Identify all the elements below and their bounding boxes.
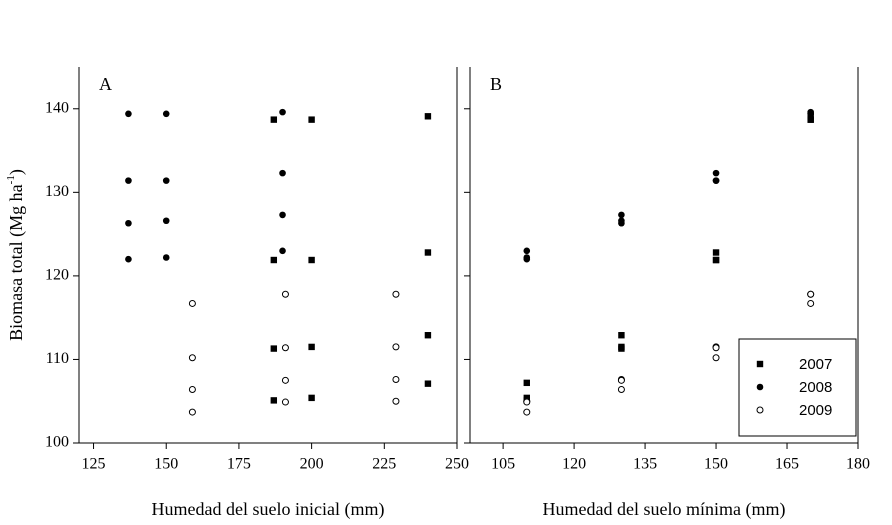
point: [188, 408, 196, 416]
point: [392, 290, 400, 298]
x-tick-label: 150: [154, 456, 178, 473]
point: [281, 376, 289, 384]
y-tick-label: 100: [45, 434, 69, 451]
point: [807, 290, 815, 298]
legend-marker: [756, 383, 764, 391]
point: [618, 332, 625, 339]
panel-label: B: [490, 74, 502, 94]
point: [188, 386, 196, 394]
y-tick-label: 140: [45, 99, 69, 116]
x-tick-label: 150: [704, 456, 728, 473]
point: [270, 345, 278, 352]
point: [308, 116, 315, 123]
legend-label: 2007: [799, 356, 832, 373]
panel: 125 150 175 200 225 250 100 110 120 130 140 A Humeda…: [5, 67, 469, 520]
point: [392, 375, 400, 383]
x-tick-label: 165: [775, 456, 799, 473]
point: [617, 386, 625, 394]
point: [392, 397, 400, 405]
panel-label: A: [99, 74, 112, 94]
point: [162, 110, 170, 118]
point: [424, 113, 432, 120]
x-tick-label: 135: [633, 456, 657, 473]
x-tick-label: 200: [300, 456, 324, 473]
x-tick-label: 125: [82, 456, 106, 473]
point: [807, 299, 815, 307]
point: [281, 344, 289, 352]
point: [281, 290, 289, 298]
y-label-sup: -1: [5, 175, 17, 184]
point: [618, 211, 625, 219]
point: [618, 345, 625, 352]
x-tick-label: 180: [846, 456, 870, 473]
point: [308, 394, 315, 402]
point: [279, 169, 286, 177]
point: [424, 380, 432, 387]
legend-label: 2009: [799, 402, 832, 419]
point: [424, 249, 432, 256]
x-tick-label: 225: [372, 456, 396, 473]
point: [125, 219, 132, 227]
point: [712, 256, 720, 264]
legend-marker: [756, 406, 764, 414]
point: [162, 217, 170, 225]
y-tick-label: 130: [45, 183, 69, 200]
point: [281, 398, 289, 406]
point: [125, 177, 132, 184]
point: [712, 169, 720, 177]
point: [523, 398, 531, 406]
point: [279, 247, 286, 255]
point: [308, 256, 315, 264]
x-axis-label: Humedad del suelo inicial (mm): [152, 499, 385, 520]
point: [125, 110, 132, 118]
point: [807, 110, 814, 118]
point: [162, 254, 170, 261]
point: [523, 379, 530, 387]
point: [523, 255, 531, 263]
point: [712, 354, 720, 362]
point: [523, 247, 531, 255]
y-label-text: Biomasa total (Mg ha: [6, 184, 27, 340]
point: [279, 108, 286, 116]
point: [617, 376, 625, 384]
point: [270, 397, 278, 404]
y-tick-label: 120: [45, 267, 69, 284]
point: [270, 116, 278, 123]
point: [523, 408, 531, 416]
legend-label: 2008: [799, 379, 832, 396]
panel: 105 120 135 150 165 180 B Humedad del suelo mín…: [464, 67, 870, 520]
point: [712, 177, 720, 184]
point: [392, 343, 400, 351]
point: [162, 177, 170, 184]
legend-marker: [756, 360, 764, 368]
point: [125, 255, 132, 263]
point: [188, 299, 196, 307]
x-tick-label: 175: [227, 456, 251, 473]
point: [188, 354, 196, 362]
point: [712, 249, 720, 256]
x-tick-label: 105: [491, 456, 515, 473]
point: [618, 219, 625, 227]
y-label-end: ): [6, 169, 27, 175]
point: [279, 211, 286, 219]
point: [424, 332, 432, 339]
point: [807, 116, 814, 123]
x-tick-label: 250: [445, 456, 469, 473]
y-axis-label: Biomasa total (Mg ha-1): [5, 169, 28, 341]
legend-box: [738, 338, 857, 437]
point: [270, 256, 278, 264]
x-axis-label: Humedad del suelo mínima (mm): [543, 499, 786, 520]
point: [712, 344, 720, 352]
x-tick-label: 120: [562, 456, 586, 473]
point: [308, 343, 315, 351]
y-tick-label: 110: [46, 350, 69, 367]
